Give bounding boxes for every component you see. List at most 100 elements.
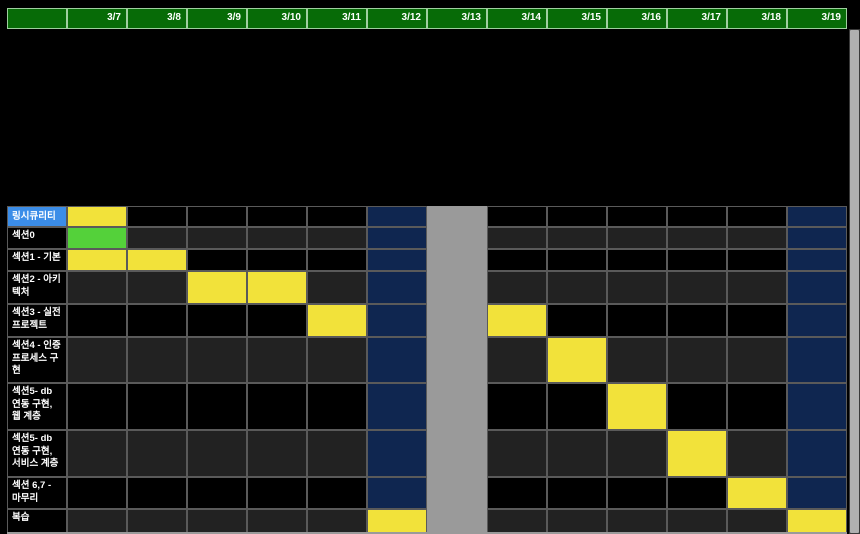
schedule-cell[interactable]: [607, 304, 667, 337]
schedule-cell[interactable]: [727, 337, 787, 383]
schedule-cell[interactable]: [547, 271, 607, 304]
schedule-cell[interactable]: [367, 206, 427, 227]
schedule-cell[interactable]: [427, 304, 487, 337]
schedule-cell[interactable]: [487, 206, 547, 227]
schedule-cell[interactable]: [727, 509, 787, 534]
schedule-cell[interactable]: [67, 206, 127, 227]
schedule-cell[interactable]: [247, 304, 307, 337]
schedule-cell[interactable]: [727, 430, 787, 477]
schedule-cell[interactable]: [367, 249, 427, 271]
schedule-cell[interactable]: [547, 383, 607, 430]
schedule-cell[interactable]: [667, 206, 727, 227]
schedule-cell[interactable]: [547, 206, 607, 227]
schedule-cell[interactable]: [487, 249, 547, 271]
schedule-cell[interactable]: [367, 337, 427, 383]
schedule-cell[interactable]: [487, 509, 547, 534]
schedule-cell[interactable]: [427, 337, 487, 383]
schedule-cell[interactable]: [367, 271, 427, 304]
schedule-cell[interactable]: [367, 227, 427, 249]
schedule-cell[interactable]: [607, 477, 667, 509]
schedule-cell[interactable]: [727, 249, 787, 271]
schedule-cell[interactable]: [247, 477, 307, 509]
schedule-cell[interactable]: [187, 206, 247, 227]
schedule-cell[interactable]: [247, 227, 307, 249]
schedule-cell[interactable]: [187, 249, 247, 271]
schedule-cell[interactable]: [307, 430, 367, 477]
schedule-cell[interactable]: [487, 227, 547, 249]
schedule-cell[interactable]: [667, 477, 727, 509]
schedule-cell[interactable]: [667, 383, 727, 430]
schedule-cell[interactable]: [127, 227, 187, 249]
schedule-cell[interactable]: [487, 383, 547, 430]
schedule-cell[interactable]: [727, 383, 787, 430]
schedule-cell[interactable]: [127, 206, 187, 227]
schedule-cell[interactable]: [607, 509, 667, 534]
schedule-cell[interactable]: [427, 206, 487, 227]
schedule-cell[interactable]: [187, 337, 247, 383]
schedule-cell[interactable]: [487, 337, 547, 383]
schedule-cell[interactable]: [367, 383, 427, 430]
schedule-cell[interactable]: [607, 337, 667, 383]
schedule-cell[interactable]: [787, 477, 847, 509]
schedule-cell[interactable]: [547, 304, 607, 337]
schedule-cell[interactable]: [307, 383, 367, 430]
schedule-cell[interactable]: [187, 271, 247, 304]
schedule-cell[interactable]: [487, 430, 547, 477]
schedule-cell[interactable]: [607, 206, 667, 227]
schedule-cell[interactable]: [787, 430, 847, 477]
schedule-cell[interactable]: [427, 430, 487, 477]
schedule-cell[interactable]: [307, 477, 367, 509]
schedule-cell[interactable]: [667, 509, 727, 534]
schedule-cell[interactable]: [787, 249, 847, 271]
schedule-cell[interactable]: [667, 337, 727, 383]
schedule-cell[interactable]: [667, 430, 727, 477]
schedule-cell[interactable]: [607, 383, 667, 430]
schedule-cell[interactable]: [727, 271, 787, 304]
schedule-cell[interactable]: [427, 227, 487, 249]
schedule-cell[interactable]: [187, 227, 247, 249]
schedule-cell[interactable]: [247, 249, 307, 271]
schedule-cell[interactable]: [367, 430, 427, 477]
schedule-cell[interactable]: [607, 249, 667, 271]
schedule-cell[interactable]: [307, 206, 367, 227]
schedule-cell[interactable]: [67, 227, 127, 249]
schedule-cell[interactable]: [127, 304, 187, 337]
schedule-cell[interactable]: [67, 430, 127, 477]
schedule-cell[interactable]: [127, 430, 187, 477]
schedule-cell[interactable]: [787, 304, 847, 337]
schedule-cell[interactable]: [787, 337, 847, 383]
schedule-cell[interactable]: [247, 206, 307, 227]
schedule-cell[interactable]: [547, 430, 607, 477]
schedule-cell[interactable]: [127, 477, 187, 509]
schedule-cell[interactable]: [67, 271, 127, 304]
schedule-cell[interactable]: [427, 271, 487, 304]
schedule-cell[interactable]: [247, 509, 307, 534]
schedule-cell[interactable]: [187, 509, 247, 534]
schedule-cell[interactable]: [367, 304, 427, 337]
schedule-cell[interactable]: [427, 477, 487, 509]
schedule-cell[interactable]: [307, 509, 367, 534]
schedule-cell[interactable]: [547, 509, 607, 534]
schedule-cell[interactable]: [607, 271, 667, 304]
schedule-cell[interactable]: [727, 206, 787, 227]
schedule-cell[interactable]: [787, 227, 847, 249]
schedule-cell[interactable]: [727, 304, 787, 337]
schedule-cell[interactable]: [247, 430, 307, 477]
schedule-cell[interactable]: [547, 337, 607, 383]
schedule-cell[interactable]: [187, 477, 247, 509]
schedule-cell[interactable]: [667, 249, 727, 271]
schedule-cell[interactable]: [427, 509, 487, 534]
schedule-cell[interactable]: [487, 271, 547, 304]
schedule-cell[interactable]: [607, 430, 667, 477]
schedule-cell[interactable]: [307, 271, 367, 304]
schedule-cell[interactable]: [67, 304, 127, 337]
schedule-cell[interactable]: [367, 509, 427, 534]
schedule-cell[interactable]: [307, 227, 367, 249]
schedule-cell[interactable]: [487, 304, 547, 337]
schedule-cell[interactable]: [667, 227, 727, 249]
schedule-cell[interactable]: [247, 383, 307, 430]
schedule-cell[interactable]: [247, 337, 307, 383]
schedule-cell[interactable]: [667, 304, 727, 337]
schedule-cell[interactable]: [487, 477, 547, 509]
schedule-cell[interactable]: [787, 271, 847, 304]
